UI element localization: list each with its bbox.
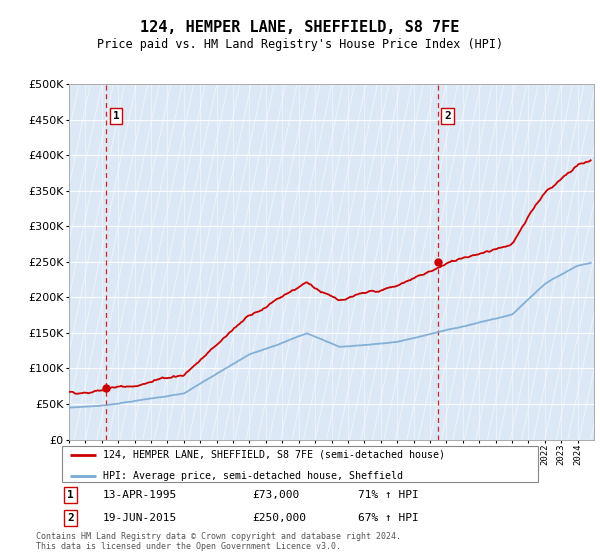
Text: 71% ↑ HPI: 71% ↑ HPI xyxy=(358,490,418,500)
Text: £73,000: £73,000 xyxy=(252,490,299,500)
Text: 13-APR-1995: 13-APR-1995 xyxy=(103,490,178,500)
Text: 124, HEMPER LANE, SHEFFIELD, S8 7FE (semi-detached house): 124, HEMPER LANE, SHEFFIELD, S8 7FE (sem… xyxy=(103,450,445,460)
FancyBboxPatch shape xyxy=(62,446,538,482)
Text: 1: 1 xyxy=(113,111,120,121)
Text: 2: 2 xyxy=(444,111,451,121)
Text: 1: 1 xyxy=(67,490,74,500)
Text: HPI: Average price, semi-detached house, Sheffield: HPI: Average price, semi-detached house,… xyxy=(103,470,403,480)
Text: £250,000: £250,000 xyxy=(252,513,306,523)
Text: 19-JUN-2015: 19-JUN-2015 xyxy=(103,513,178,523)
Text: 124, HEMPER LANE, SHEFFIELD, S8 7FE: 124, HEMPER LANE, SHEFFIELD, S8 7FE xyxy=(140,20,460,35)
Text: 2: 2 xyxy=(67,513,74,523)
Text: Price paid vs. HM Land Registry's House Price Index (HPI): Price paid vs. HM Land Registry's House … xyxy=(97,38,503,51)
Text: Contains HM Land Registry data © Crown copyright and database right 2024.
This d: Contains HM Land Registry data © Crown c… xyxy=(36,532,401,552)
Text: 67% ↑ HPI: 67% ↑ HPI xyxy=(358,513,418,523)
